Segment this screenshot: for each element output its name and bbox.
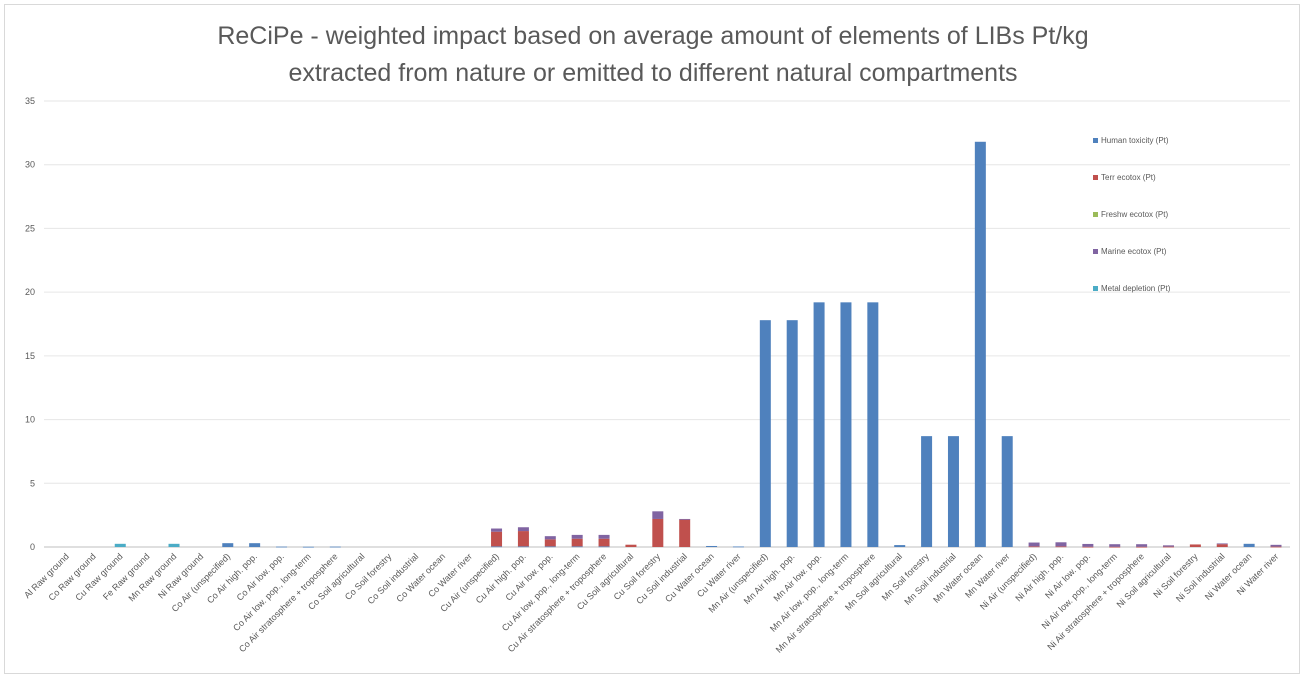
y-tick-label: 10 [25, 415, 35, 425]
bar-segment [706, 546, 717, 547]
bar-segment [921, 436, 932, 547]
x-tick-label: Ni Air high. pop. [1013, 551, 1065, 603]
bar-segment [733, 546, 744, 547]
bar-segment [1163, 547, 1174, 548]
bar-segment [276, 547, 287, 548]
bar-segment [1082, 544, 1093, 547]
bar-segment [491, 546, 502, 547]
bar-segment [760, 320, 771, 547]
legend-label: Freshw ecotox (Pt) [1101, 210, 1168, 219]
bar-segment [1029, 543, 1040, 547]
bar-segment [599, 546, 610, 547]
x-tick-label: Cu Soil forestry [612, 551, 663, 602]
bar-segment [330, 547, 341, 548]
bar-segment [1029, 546, 1040, 547]
legend-swatch [1093, 175, 1098, 180]
bar-segment [545, 539, 556, 546]
x-tick-label: Mn Soil forestry [880, 551, 932, 603]
legend-label: Marine ecotox (Pt) [1101, 247, 1167, 256]
bar-segment [491, 532, 502, 547]
bar-segment [545, 546, 556, 547]
bar-segment [814, 302, 825, 547]
bar-segment [572, 539, 583, 547]
bar-segment [518, 527, 529, 531]
x-tick-label: Ni Water ocean [1203, 551, 1254, 602]
y-tick-label: 35 [25, 96, 35, 106]
bar-segment [572, 546, 583, 547]
y-tick-label: 0 [30, 542, 35, 552]
x-tick-label: Cu Air stratosphere + troposphere [506, 551, 609, 654]
bar-segment [572, 535, 583, 539]
y-tick-label: 25 [25, 223, 35, 233]
bar-segment [625, 545, 636, 547]
x-tick-label: Mn Raw ground [126, 551, 178, 603]
x-tick-label: Co Raw ground [46, 551, 97, 602]
bar-segment [303, 547, 314, 548]
bar-segment [867, 302, 878, 547]
bar-segment [894, 545, 905, 547]
bar-segment [1136, 547, 1147, 548]
bar-segment [222, 543, 233, 547]
bar-segment [948, 436, 959, 547]
bar-segment [1217, 544, 1228, 547]
bar-segment [1082, 547, 1093, 548]
x-tick-label: Mn Air stratosphere + troposphere [774, 551, 877, 654]
bar-segment [169, 544, 180, 547]
bar-segment [1217, 543, 1228, 544]
bar-segment [652, 511, 663, 519]
bar-segment [1163, 545, 1174, 546]
x-tick-label: Mn Air low. pop. [771, 551, 823, 603]
x-tick-label: Co Air low. pop. [235, 551, 286, 602]
bar-segment [652, 519, 663, 547]
x-tick-label: Fe Raw ground [101, 551, 152, 602]
x-tick-label: Co Air stratosphere + troposphere [237, 551, 340, 654]
bar-segment [679, 519, 690, 520]
bar-segment [518, 546, 529, 547]
bar-segment [518, 531, 529, 546]
y-tick-label: 5 [30, 478, 35, 488]
bar-segment [840, 302, 851, 547]
bar-segment [599, 535, 610, 539]
legend-swatch [1093, 249, 1098, 254]
bar-segment [1244, 544, 1255, 547]
x-tick-label: Al Raw ground [22, 551, 71, 600]
bar-segment [787, 320, 798, 547]
bar-segment [679, 520, 690, 547]
bar-segment [599, 539, 610, 547]
bar-segment [115, 544, 126, 547]
legend-label: Terr ecotox (Pt) [1101, 173, 1156, 182]
bar-segment [975, 142, 986, 547]
legend-label: Human toxicity (Pt) [1101, 136, 1169, 145]
bar-segment [1109, 544, 1120, 547]
x-tick-label: Co Soil forestry [343, 551, 394, 602]
legend-swatch [1093, 212, 1098, 217]
y-tick-label: 20 [25, 287, 35, 297]
bar-segment [1002, 436, 1013, 547]
bar-segment [1055, 546, 1066, 547]
bar-segment [1271, 545, 1282, 547]
bar-segment [1271, 547, 1282, 548]
bar-segment [1136, 544, 1147, 547]
y-tick-label: 30 [25, 160, 35, 170]
bar-segment [491, 529, 502, 532]
legend-label: Metal depletion (Pt) [1101, 284, 1171, 293]
x-tick-label: Cu Raw ground [73, 551, 124, 602]
x-tick-label: Cu Air low. pop. [503, 551, 554, 602]
bar-segment [249, 543, 260, 547]
bar-segment [1055, 542, 1066, 546]
bar-segment [1109, 547, 1120, 548]
bar-segment [1190, 544, 1201, 547]
bar-segment [545, 536, 556, 539]
y-tick-label: 15 [25, 351, 35, 361]
legend-swatch [1093, 138, 1098, 143]
legend-swatch [1093, 286, 1098, 291]
